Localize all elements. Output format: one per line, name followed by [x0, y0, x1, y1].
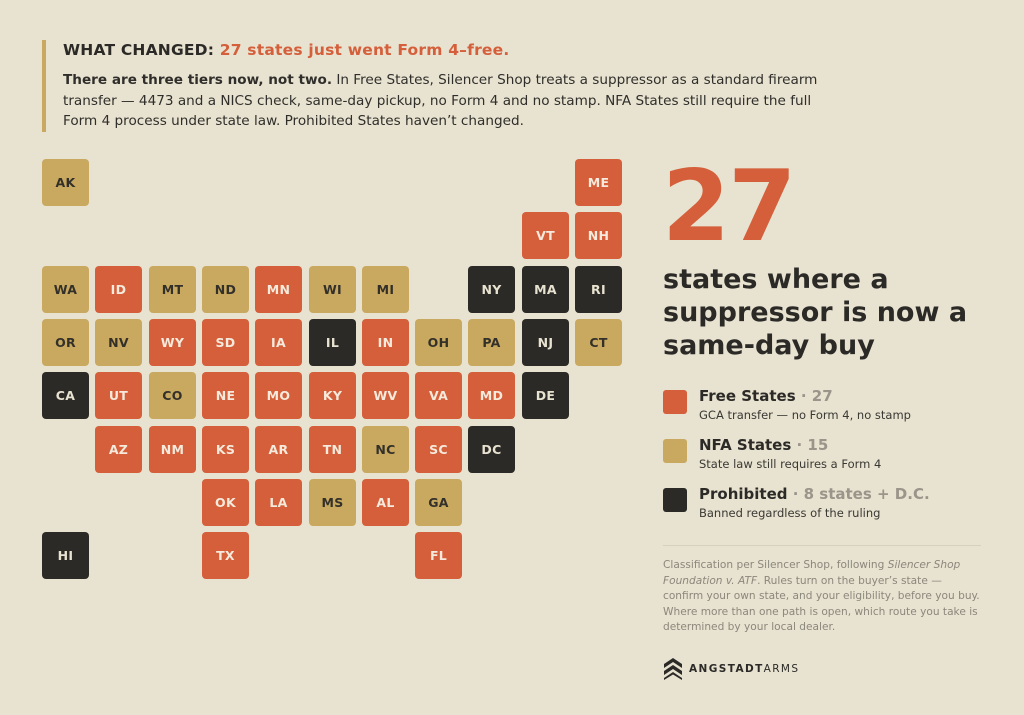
stat-caption: states where a suppressor is now a same-…	[663, 264, 968, 361]
state-tile-ky: KY	[309, 372, 356, 419]
legend-desc: GCA transfer — no Form 4, no stamp	[699, 408, 911, 422]
state-tile-az: AZ	[95, 426, 142, 473]
state-tile-va: VA	[415, 372, 462, 419]
state-tile-nj: NJ	[522, 319, 569, 366]
stat-number: 27	[662, 150, 796, 264]
state-tile-ny: NY	[468, 266, 515, 313]
state-tile-ms: MS	[309, 479, 356, 526]
legend-count: · 27	[795, 387, 833, 405]
state-tile-nh: NH	[575, 212, 622, 259]
header-highlight: 27 states just went Form 4–free.	[219, 41, 510, 59]
legend-item-prohibited: Prohibited · 8 states + D.C. Banned rega…	[663, 484, 993, 533]
state-tile-ks: KS	[202, 426, 249, 473]
state-tile-co: CO	[149, 372, 196, 419]
legend-count: · 15	[791, 436, 829, 454]
state-tile-map: AK ME VT NH WA ID MT ND MN WI MI NY MA RI OR NV WY SD IA IL…	[42, 159, 622, 579]
footnote-case: Silencer Shop Foundation v. ATF	[663, 559, 961, 587]
footnote-post: . Rules turn on the buyer’s state — conf…	[663, 574, 980, 634]
state-tile-wy: WY	[149, 319, 196, 366]
state-tile-ri: RI	[575, 266, 622, 313]
state-tile-hi: HI	[42, 532, 89, 579]
state-tile-mn: MN	[255, 266, 302, 313]
state-tile-ga: GA	[415, 479, 462, 526]
header-title: WHAT CHANGED: 27 states just went Form 4…	[63, 40, 833, 60]
state-tile-nv: NV	[95, 319, 142, 366]
header-text: In Free States, Silencer Shop treats a s…	[63, 72, 818, 129]
legend-item-free: Free States · 27 GCA transfer — no Form …	[663, 386, 993, 435]
legend-swatch-free	[663, 390, 687, 414]
brand: ANGSTADTARMS	[663, 657, 799, 681]
legend: Free States · 27 GCA transfer — no Form …	[663, 386, 993, 533]
brand-name: ANGSTADTARMS	[689, 663, 799, 675]
state-tile-al: AL	[362, 479, 409, 526]
footnote: Classification per Silencer Shop, follow…	[663, 558, 983, 636]
legend-title: NFA States	[699, 436, 792, 454]
state-tile-dc: DC	[468, 426, 515, 473]
state-tile-tx: TX	[202, 532, 249, 579]
state-tile-mi: MI	[362, 266, 409, 313]
legend-desc: State law still requires a Form 4	[699, 457, 882, 471]
state-tile-nc: NC	[362, 426, 409, 473]
divider	[663, 545, 981, 546]
state-tile-in: IN	[362, 319, 409, 366]
state-tile-tn: TN	[309, 426, 356, 473]
footnote-pre: Classification per Silencer Shop, follow…	[663, 559, 888, 571]
state-tile-mt: MT	[149, 266, 196, 313]
state-tile-oh: OH	[415, 319, 462, 366]
state-tile-mo: MO	[255, 372, 302, 419]
legend-item-nfa: NFA States · 15 State law still requires…	[663, 435, 993, 484]
state-tile-nm: NM	[149, 426, 196, 473]
state-tile-nd: ND	[202, 266, 249, 313]
state-tile-la: LA	[255, 479, 302, 526]
state-tile-or: OR	[42, 319, 89, 366]
legend-count: · 8 states + D.C.	[787, 485, 930, 503]
state-tile-ma: MA	[522, 266, 569, 313]
state-tile-il: IL	[309, 319, 356, 366]
state-tile-wa: WA	[42, 266, 89, 313]
header-body: There are three tiers now, not two. In F…	[63, 70, 833, 132]
legend-title: Free States	[699, 387, 796, 405]
state-tile-id: ID	[95, 266, 142, 313]
state-tile-ak: AK	[42, 159, 89, 206]
legend-swatch-nfa	[663, 439, 687, 463]
legend-swatch-prohibited	[663, 488, 687, 512]
legend-title: Prohibited	[699, 485, 788, 503]
state-tile-fl: FL	[415, 532, 462, 579]
brand-name-bold: ANGSTADT	[689, 663, 764, 675]
state-tile-ar: AR	[255, 426, 302, 473]
header-lead: There are three tiers now, not two.	[63, 72, 333, 88]
state-tile-sc: SC	[415, 426, 462, 473]
chevron-logo-icon	[664, 658, 682, 680]
state-tile-ut: UT	[95, 372, 142, 419]
state-tile-ct: CT	[575, 319, 622, 366]
state-tile-md: MD	[468, 372, 515, 419]
state-tile-ne: NE	[202, 372, 249, 419]
state-tile-wv: WV	[362, 372, 409, 419]
brand-name-light: ARMS	[763, 663, 800, 675]
state-tile-wi: WI	[309, 266, 356, 313]
state-tile-me: ME	[575, 159, 622, 206]
state-tile-ca: CA	[42, 372, 89, 419]
header: WHAT CHANGED: 27 states just went Form 4…	[42, 40, 833, 132]
state-tile-sd: SD	[202, 319, 249, 366]
state-tile-ok: OK	[202, 479, 249, 526]
header-label: WHAT CHANGED:	[63, 41, 215, 59]
state-tile-vt: VT	[522, 212, 569, 259]
state-tile-pa: PA	[468, 319, 515, 366]
state-tile-de: DE	[522, 372, 569, 419]
state-tile-ia: IA	[255, 319, 302, 366]
legend-desc: Banned regardless of the ruling	[699, 506, 881, 520]
